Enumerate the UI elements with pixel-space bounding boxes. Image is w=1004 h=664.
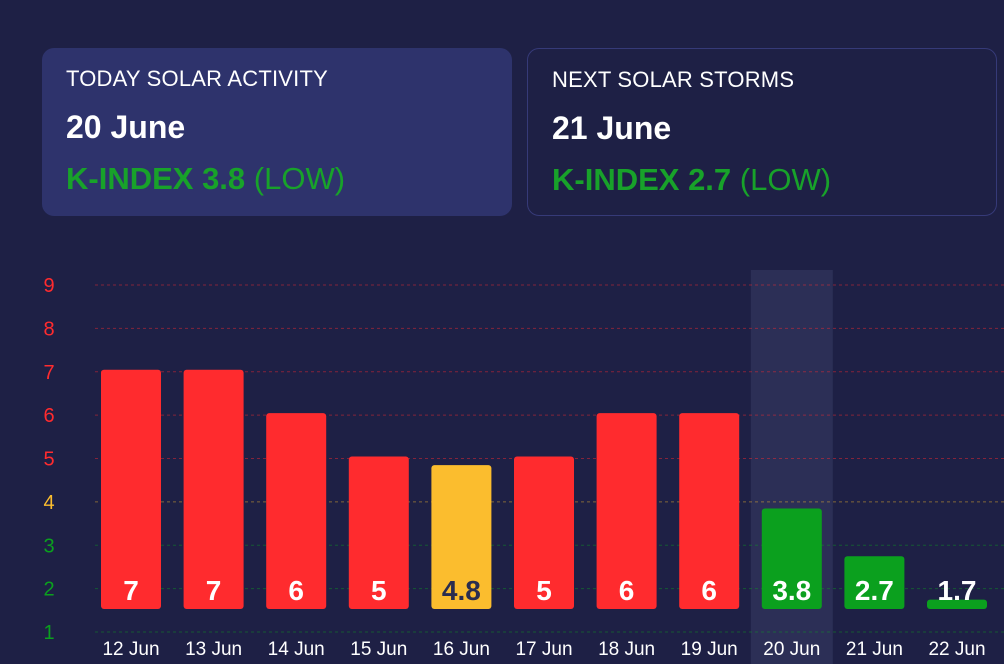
x-tick-label: 13 Jun	[185, 639, 242, 660]
x-tick-label: 18 Jun	[598, 639, 655, 660]
y-tick-label: 8	[43, 318, 54, 340]
next-card-label: NEXT SOLAR STORMS	[552, 67, 795, 92]
bar	[183, 369, 244, 609]
bar	[431, 465, 492, 609]
x-tick-label: 21 Jun	[846, 639, 903, 660]
next-kindex-level: (LOW)	[739, 162, 832, 197]
bar-value-label: 6	[619, 575, 635, 606]
bar-value-label: 6	[288, 575, 304, 606]
bar	[266, 413, 327, 609]
today-kindex-level: (LOW)	[253, 161, 346, 196]
bar	[348, 456, 409, 609]
bar-value-label: 5	[371, 575, 387, 606]
bar-value-label: 6	[701, 575, 717, 606]
today-activity-card: TODAY SOLAR ACTIVITY 20 June K-INDEX 3.8…	[42, 48, 512, 216]
bar-value-label: 7	[123, 575, 139, 606]
today-card-label: TODAY SOLAR ACTIVITY	[66, 66, 328, 91]
y-tick-label: 7	[43, 362, 54, 384]
bar-value-label: 3.8	[772, 575, 811, 606]
bar-value-label: 1.7	[938, 575, 977, 606]
x-tick-label: 17 Jun	[515, 639, 572, 660]
y-tick-label: 2	[43, 579, 54, 601]
bar	[514, 456, 574, 609]
x-tick-label: 20 Jun	[763, 639, 820, 660]
bar	[101, 369, 161, 609]
y-tick-label: 3	[43, 535, 54, 557]
next-kindex-value: K-INDEX 2.7	[552, 162, 732, 197]
today-card-kindex: K-INDEX 3.8 (LOW)	[66, 160, 488, 198]
bar-value-label: 5	[536, 575, 552, 606]
x-tick-label: 16 Jun	[433, 639, 490, 660]
bar-value-label: 7	[206, 575, 222, 606]
bar-value-label: 2.7	[855, 575, 894, 606]
y-tick-label: 5	[43, 449, 54, 471]
bar-value-label: 4.8	[442, 575, 481, 606]
bar	[844, 556, 905, 609]
bar	[927, 599, 987, 609]
today-card-date: 20 June	[66, 109, 186, 145]
y-tick-label: 4	[43, 492, 54, 514]
x-tick-label: 15 Jun	[350, 639, 407, 660]
x-tick-label: 12 Jun	[102, 639, 159, 660]
next-storm-card: NEXT SOLAR STORMS 21 June K-INDEX 2.7 (L…	[527, 48, 997, 216]
bar	[596, 413, 657, 609]
bar	[679, 413, 740, 609]
x-tick-label: 14 Jun	[268, 639, 325, 660]
y-tick-label: 1	[43, 622, 54, 644]
today-kindex-value: K-INDEX 3.8	[66, 161, 246, 196]
y-tick-label: 6	[43, 405, 54, 427]
y-tick-label: 9	[43, 275, 54, 297]
next-card-date: 21 June	[552, 110, 672, 146]
x-tick-label: 22 Jun	[928, 639, 985, 660]
x-tick-label: 19 Jun	[681, 639, 738, 660]
bar	[761, 508, 822, 609]
next-card-kindex: K-INDEX 2.7 (LOW)	[552, 161, 972, 199]
